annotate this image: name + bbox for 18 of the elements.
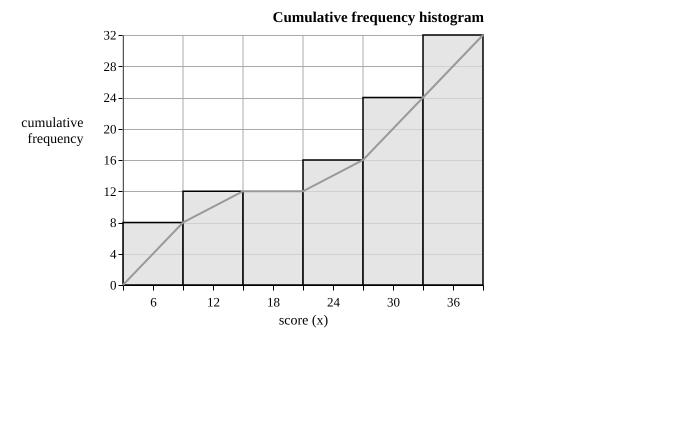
x-tick-label: 24 bbox=[327, 294, 340, 310]
y-tick-label: 16 bbox=[104, 152, 117, 168]
y-tick-label: 4 bbox=[110, 246, 117, 262]
x-tick-label: 12 bbox=[207, 294, 220, 310]
x-axis-title: score (x) bbox=[278, 314, 329, 328]
x-tick-label: 18 bbox=[267, 294, 280, 310]
y-tick-label: 28 bbox=[104, 58, 116, 74]
x-tick-label: 36 bbox=[447, 294, 460, 310]
y-tick-label: 8 bbox=[110, 215, 116, 230]
y-tick-label: 32 bbox=[104, 28, 116, 42]
y-tick-label: 0 bbox=[110, 278, 116, 292]
x-tick-label: 30 bbox=[387, 294, 400, 310]
y-tick-label: 12 bbox=[104, 184, 116, 199]
y-tick-label: 24 bbox=[104, 90, 117, 105]
x-tick-label: 6 bbox=[150, 294, 158, 310]
y-axis-title: cumulative frequency bbox=[21, 116, 84, 147]
y-tick-label: 20 bbox=[104, 121, 116, 136]
chart-title: Cumulative frequency histogram bbox=[272, 10, 484, 26]
